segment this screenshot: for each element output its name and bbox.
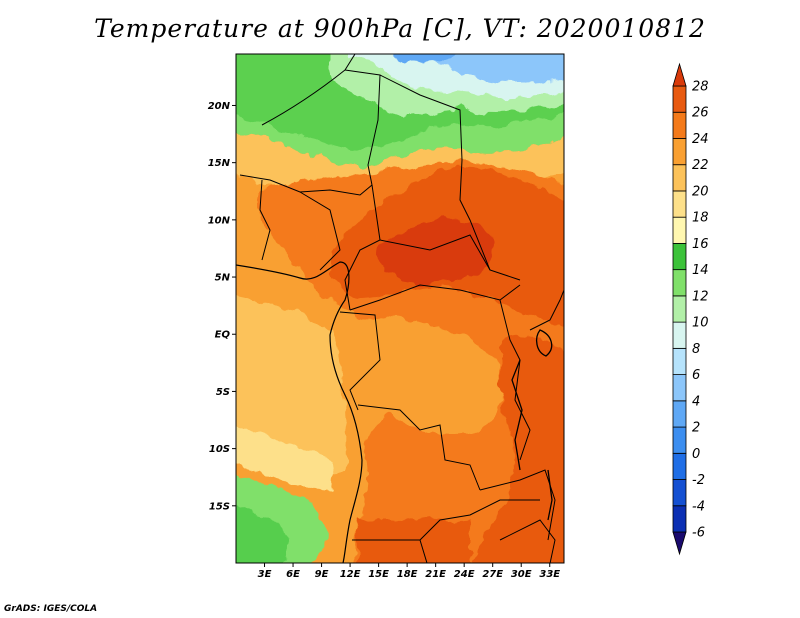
- colorbar-label-13: 20: [692, 184, 709, 199]
- colorbar-swatch-1: [672, 479, 687, 507]
- border-uganda: [529, 289, 564, 331]
- border-gabon-congo: [339, 311, 381, 411]
- colorbar-label-7: 8: [692, 342, 700, 357]
- colorbar-swatch-8: [672, 295, 687, 323]
- lon-tick-label-8: 27E: [482, 569, 503, 580]
- field-red-south: [355, 518, 470, 563]
- border-zambia: [479, 469, 556, 541]
- lat-tick-label-0: 20N: [208, 101, 231, 112]
- field-north-deep-blue: [389, 54, 460, 65]
- country-borders: [239, 54, 564, 563]
- lon-tick-label-2: 9E: [315, 569, 329, 580]
- lon-tick-label-6: 21E: [425, 569, 446, 580]
- border-car: [379, 234, 491, 271]
- field-red-core-deep: [376, 218, 494, 284]
- field-basin-yellow: [338, 315, 502, 434]
- border-chad-sudan: [459, 159, 521, 281]
- colorbar-swatch-15: [672, 111, 687, 139]
- colorbar-label-15: 24: [692, 132, 709, 147]
- border-cameroon: [344, 184, 381, 311]
- border-zimbabwe: [499, 519, 556, 563]
- colorbar-label-2: -2: [692, 473, 705, 488]
- lat-tick-label-6: 10S: [209, 444, 230, 455]
- border-botswana: [419, 539, 428, 563]
- lon-tick-label-7: 24E: [454, 569, 475, 580]
- lon-tick-label-10: 33E: [539, 569, 560, 580]
- colorbar-label-0: -6: [692, 526, 705, 541]
- lat-tick-label-2: 10N: [208, 215, 231, 226]
- colorbar-swatch-11: [672, 216, 687, 244]
- colorbar-label-8: 10: [692, 316, 709, 331]
- grads-credit: GrADS: IGES/COLA: [4, 604, 98, 614]
- colorbar-swatch-10: [672, 243, 687, 271]
- colorbar-swatch-12: [672, 190, 687, 218]
- colorbar-swatch-2: [672, 452, 687, 480]
- lake-victoria: [535, 329, 553, 357]
- colorbar-label-3: 0: [692, 447, 700, 462]
- colorbar-swatch-0: [672, 505, 687, 533]
- colorbar-swatch-13: [672, 164, 687, 192]
- temperature-field: [236, 54, 564, 563]
- colorbar-label-12: 18: [692, 211, 709, 226]
- colorbar-arrow-high: [672, 62, 687, 87]
- colorbar-swatch-6: [672, 347, 687, 375]
- field-sw-pale: [236, 424, 337, 490]
- lat-tick-label-1: 15N: [208, 158, 231, 169]
- lon-tick-label-4: 15E: [368, 569, 389, 580]
- map-axes: 3E 6E 9E 12E 15E 18E 21E 24E 27E 30E 33E 20N 15N 10N 5…: [208, 101, 561, 580]
- colorbar-arrow-low: [672, 531, 687, 556]
- lat-tick-label-7: 15S: [209, 501, 230, 512]
- field-sw-green-dark: [236, 503, 287, 563]
- colorbar-swatch-5: [672, 374, 687, 402]
- lat-tick-label-3: 5N: [215, 273, 231, 284]
- field-sw-yellow: [236, 292, 347, 475]
- lon-tick-label-3: 12E: [340, 569, 361, 580]
- colorbar-label-9: 12: [692, 289, 709, 304]
- colorbar-label-10: 14: [692, 263, 709, 278]
- colorbar-label-1: -4: [692, 499, 705, 514]
- border-angola-drc: [357, 404, 481, 491]
- border-libya: [344, 69, 463, 161]
- lake-malawi: [547, 469, 553, 521]
- lon-tick-label-0: 3E: [258, 569, 272, 580]
- field-red-east: [472, 336, 564, 563]
- colorbar-swatch-14: [672, 138, 687, 166]
- border-benin: [259, 179, 271, 261]
- border-sahel: [239, 174, 373, 196]
- colorbar-swatch-3: [672, 426, 687, 454]
- colorbar-label-14: 22: [692, 158, 709, 173]
- lat-tick-label-4: EQ: [215, 330, 231, 341]
- colorbar-label-11: 16: [692, 237, 709, 252]
- colorbar-swatch-7: [672, 321, 687, 349]
- colorbar-label-6: 6: [692, 368, 700, 383]
- border-nw: [261, 54, 356, 126]
- lon-tick-label-1: 6E: [286, 569, 300, 580]
- colorbar-label-17: 28: [692, 80, 709, 95]
- lon-tick-label-5: 18E: [397, 569, 418, 580]
- border-niger-chad: [367, 74, 381, 186]
- border-drc-east: [499, 299, 531, 461]
- map-title: Temperature at 900hPa [C], VT: 202001081…: [94, 14, 706, 43]
- colorbar-swatch-16: [672, 85, 687, 113]
- border-nigeria: [299, 191, 341, 271]
- colorbar-swatch-9: [672, 269, 687, 297]
- colorbar-swatch-4: [672, 400, 687, 428]
- lake-tanganyika: [511, 359, 523, 471]
- lon-tick-label-9: 30E: [511, 569, 532, 580]
- border-namibia-angola: [352, 499, 540, 541]
- colorbar-label-5: 4: [692, 394, 700, 409]
- colorbar-label-16: 26: [692, 106, 709, 121]
- colorbar-label-4: 2: [692, 421, 700, 436]
- lat-tick-label-5: 5S: [216, 387, 230, 398]
- coastline: [236, 261, 363, 563]
- map-frame: [235, 53, 565, 564]
- border-congo-north: [349, 284, 521, 311]
